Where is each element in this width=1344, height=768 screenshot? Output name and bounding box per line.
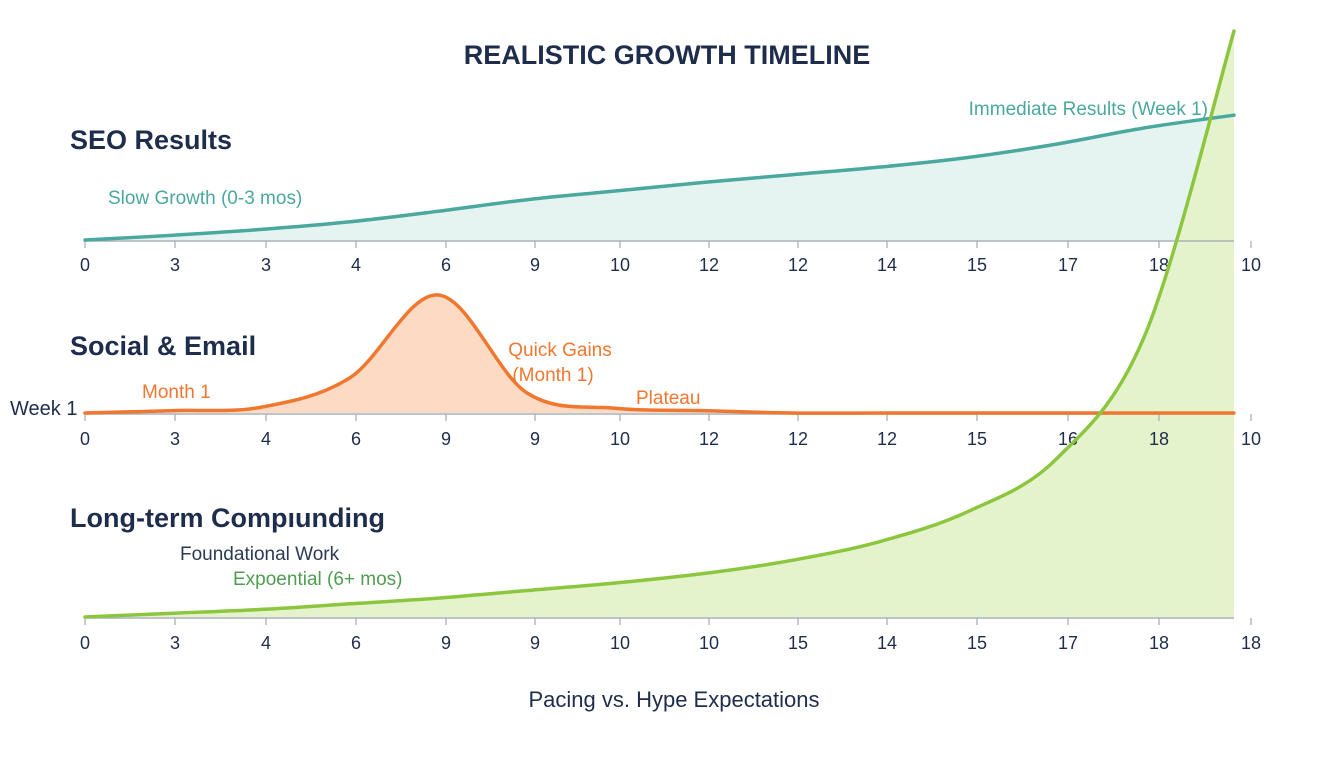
longterm-tick-label: 4 [261, 633, 271, 653]
social-tick-label: 9 [441, 429, 451, 449]
longterm-series-line [83, 29, 1236, 619]
social-week1-label: Week 1 [10, 398, 77, 420]
longterm-tick-label: 18 [1149, 633, 1169, 653]
longterm-tick-label: 15 [788, 633, 808, 653]
seo-slow-growth-annotation: Slow Growth (0-3 mos) [108, 188, 302, 209]
longterm-tick-label: 10 [699, 633, 719, 653]
social-quick-gains-month-annotation: (Month 1) [512, 365, 593, 386]
longterm-area-fill [85, 31, 1234, 618]
seo-tick-label: 15 [967, 255, 987, 275]
area-fills [85, 31, 1234, 618]
seo-tick-label: 6 [441, 255, 451, 275]
social-tick-label: 10 [1241, 429, 1261, 449]
chart-footer-label: Pacing vs. Hype Expectations [528, 687, 819, 712]
social-tick-label: 3 [170, 429, 180, 449]
seo-tick-label: 12 [699, 255, 719, 275]
longterm-foundational-annotation: Foundational Work [180, 544, 340, 565]
seo-series-line [83, 113, 1236, 242]
series-lines [83, 29, 1236, 619]
longterm-panel-title: Long-term Compıunding [70, 503, 385, 533]
social-area-fill [85, 294, 1234, 414]
social-tick-label: 0 [80, 429, 90, 449]
seo-tick-label: 14 [877, 255, 897, 275]
social-panel-title: Social & Email [70, 331, 256, 361]
seo-tick-label: 4 [351, 255, 361, 275]
longterm-tick-label: 15 [967, 633, 987, 653]
social-tick-label: 12 [788, 429, 808, 449]
longterm-tick-label: 9 [530, 633, 540, 653]
social-quick-gains-annotation: Quick Gains [508, 340, 611, 361]
seo-panel-title: SEO Results [70, 125, 232, 155]
longterm-tick-label: 0 [80, 633, 90, 653]
seo-tick-label: 10 [1241, 255, 1261, 275]
chart-title: REALISTIC GROWTH TIMELINE [464, 40, 870, 70]
social-tick-label: 12 [877, 429, 897, 449]
social-tick-label: 9 [530, 429, 540, 449]
longterm-tick-label: 9 [441, 633, 451, 653]
seo-immediate-results-annotation: Immediate Results (Week 1) [969, 99, 1208, 120]
seo-tick-label: 12 [788, 255, 808, 275]
seo-tick-label: 10 [610, 255, 630, 275]
longterm-exponential-annotation: Expoential (6+ mos) [233, 569, 403, 590]
seo-tick-label: 3 [261, 255, 271, 275]
social-tick-label: 6 [351, 429, 361, 449]
seo-tick-label: 18 [1149, 255, 1169, 275]
seo-tick-label: 17 [1058, 255, 1078, 275]
social-tick-label: 12 [699, 429, 719, 449]
longterm-tick-label: 18 [1241, 633, 1261, 653]
seo-tick-label: 3 [170, 255, 180, 275]
longterm-tick-label: 17 [1058, 633, 1078, 653]
social-plateau-annotation: Plateau [636, 388, 700, 409]
axes: 0 3 3 4 6 9 10 12 12 14 15 17 18 100 3 4 6 9 9 10 12 12 12 15 16… [80, 240, 1261, 653]
longterm-tick-label: 10 [610, 633, 630, 653]
seo-tick-label: 0 [80, 255, 90, 275]
seo-tick-label: 9 [530, 255, 540, 275]
longterm-tick-label: 6 [351, 633, 361, 653]
social-series-line [83, 293, 1236, 415]
longterm-tick-label: 14 [877, 633, 897, 653]
social-month1-annotation: Month 1 [142, 382, 211, 403]
longterm-tick-label: 3 [170, 633, 180, 653]
social-tick-label: 18 [1149, 429, 1169, 449]
social-tick-label: 15 [967, 429, 987, 449]
social-tick-label: 10 [610, 429, 630, 449]
seo-area-fill [85, 115, 1234, 240]
social-tick-label: 4 [261, 429, 271, 449]
